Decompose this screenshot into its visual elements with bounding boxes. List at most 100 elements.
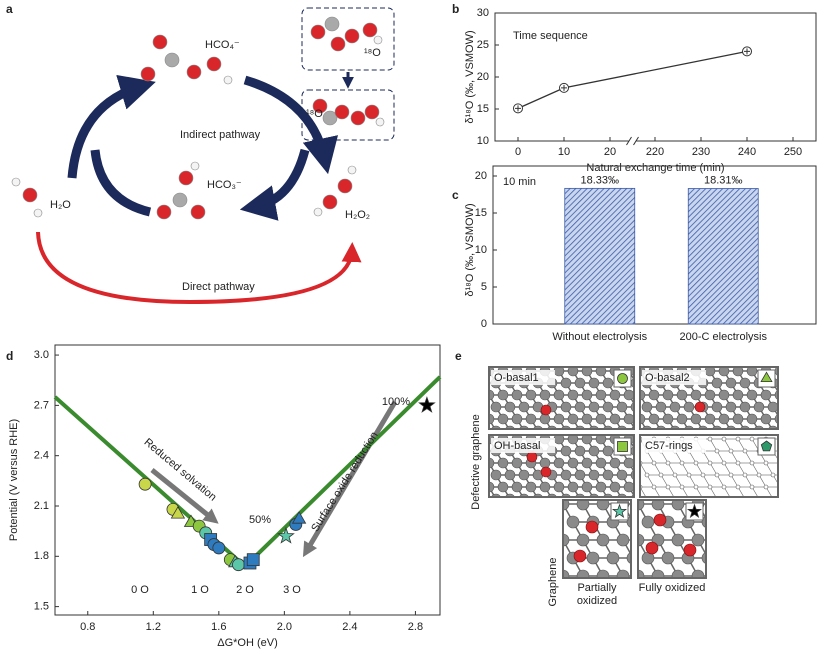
bond xyxy=(787,451,794,463)
x-axis-label: ΔG*OH (eV) xyxy=(217,637,278,649)
atom xyxy=(785,449,789,453)
atom xyxy=(588,377,600,389)
bond xyxy=(674,474,683,488)
atom xyxy=(526,506,536,516)
atom xyxy=(539,457,551,469)
atom xyxy=(609,481,621,493)
atom xyxy=(704,389,716,401)
atom xyxy=(690,389,702,401)
atom xyxy=(760,389,772,401)
bond xyxy=(780,419,787,431)
atom-oxygen xyxy=(585,520,599,534)
atom xyxy=(373,35,383,45)
atom xyxy=(190,161,200,171)
bond xyxy=(667,486,675,497)
atom xyxy=(539,481,551,493)
atom xyxy=(661,551,675,565)
data-point-cross xyxy=(561,84,567,91)
atom xyxy=(344,28,360,44)
panel-label: a xyxy=(6,2,13,16)
atom xyxy=(602,401,614,413)
bond xyxy=(503,511,510,523)
tile-frame xyxy=(562,499,632,579)
tile-frame xyxy=(637,499,707,579)
atom xyxy=(152,34,168,50)
bond xyxy=(718,540,728,558)
bond xyxy=(744,474,753,488)
group-label: Graphene xyxy=(547,558,559,607)
atom xyxy=(714,472,720,478)
bond xyxy=(716,474,725,488)
bond xyxy=(751,486,759,497)
atom xyxy=(178,170,194,186)
bond xyxy=(552,499,559,511)
x-tick-label: 250 xyxy=(784,146,802,158)
atom xyxy=(567,389,579,401)
atom-oxygen xyxy=(540,404,552,416)
atom xyxy=(700,472,706,478)
atom xyxy=(707,460,713,466)
bond xyxy=(744,450,753,464)
bar xyxy=(564,187,636,325)
atom xyxy=(576,533,590,547)
tile-label: O-basal1 xyxy=(494,372,539,384)
atom xyxy=(602,377,614,389)
marker xyxy=(617,441,628,452)
y-tick-label: 3.0 xyxy=(34,349,49,361)
bond xyxy=(688,474,697,488)
atom xyxy=(746,367,758,377)
atom xyxy=(519,493,529,497)
atom xyxy=(690,413,702,425)
bond xyxy=(681,486,689,497)
atom xyxy=(223,75,233,85)
x-tick-label: 10 xyxy=(558,146,570,158)
atom xyxy=(735,460,741,466)
atom xyxy=(560,445,572,457)
bond xyxy=(489,511,496,523)
atom xyxy=(312,98,328,114)
y-axis-label: δ¹⁸O (‰, VSMOW) xyxy=(464,203,476,296)
bond xyxy=(728,558,738,576)
atom xyxy=(595,389,607,401)
atom xyxy=(511,413,523,425)
atom xyxy=(736,509,740,513)
panel-label: e xyxy=(455,349,462,363)
lattice xyxy=(638,500,738,612)
atom xyxy=(728,448,734,454)
x-tick-label: 1.2 xyxy=(146,621,161,633)
bond xyxy=(773,499,780,511)
atom xyxy=(560,469,572,481)
atom xyxy=(616,569,630,578)
atom xyxy=(576,500,590,511)
bond xyxy=(731,499,738,511)
data-point-cross xyxy=(515,105,521,112)
atom xyxy=(567,413,579,425)
atom xyxy=(701,516,706,528)
atom xyxy=(774,414,778,424)
bond xyxy=(718,504,728,522)
atom xyxy=(595,435,607,445)
atom xyxy=(606,551,620,565)
lattice xyxy=(563,500,631,578)
x-tick-label: 230 xyxy=(692,146,710,158)
atom xyxy=(725,377,737,389)
bond xyxy=(496,499,503,511)
tile-label-bg xyxy=(642,438,706,453)
atom xyxy=(490,469,502,481)
marker xyxy=(760,371,773,382)
atom xyxy=(712,534,724,546)
atom xyxy=(640,413,646,425)
atom xyxy=(172,192,188,208)
bond xyxy=(780,463,787,475)
atom xyxy=(732,413,744,425)
atom xyxy=(512,506,522,516)
atom xyxy=(662,413,674,425)
bond xyxy=(646,474,655,488)
x-tick-label: 2.4 xyxy=(342,621,357,633)
bond xyxy=(708,594,718,612)
atom xyxy=(721,460,727,466)
tile-label-bg xyxy=(491,370,555,385)
atom xyxy=(651,569,665,578)
atom xyxy=(655,401,667,413)
bond xyxy=(653,486,661,497)
